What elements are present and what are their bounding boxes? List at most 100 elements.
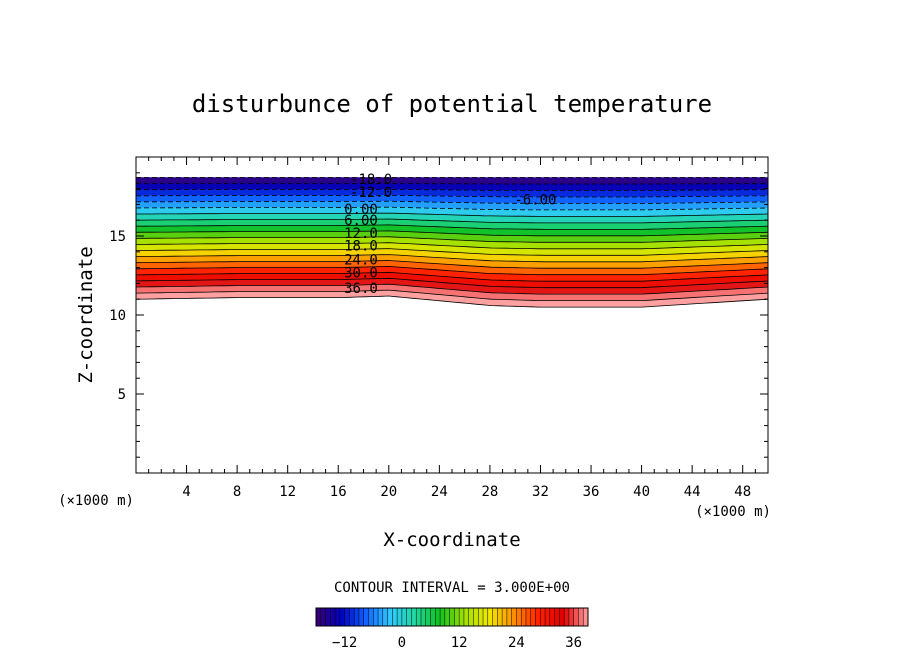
contour-label: 6.00	[344, 213, 378, 229]
contour-label: -12.0	[350, 185, 392, 201]
colorbar-swatch	[492, 608, 498, 626]
colorbar-swatch	[316, 608, 322, 626]
colorbar-swatch	[511, 608, 517, 626]
colorbar-swatch	[521, 608, 527, 626]
contour-label: -18.0	[350, 172, 392, 188]
colorbar-swatch	[430, 608, 436, 626]
colorbar-swatch	[335, 608, 341, 626]
colorbar-swatch	[325, 608, 331, 626]
colorbar-swatch	[583, 608, 589, 626]
colorbar-swatch	[397, 608, 403, 626]
colorbar-swatch	[344, 608, 350, 626]
colorbar-swatch	[506, 608, 512, 626]
contour-line	[136, 254, 768, 263]
colorbar-swatch	[478, 608, 484, 626]
contour-label: 18.0	[344, 238, 378, 254]
colorbar-swatch	[378, 608, 384, 626]
contour-band	[136, 177, 768, 185]
colorbar-swatch	[387, 608, 393, 626]
contour-line	[136, 189, 768, 191]
colorbar-swatch	[368, 608, 374, 626]
colorbar-swatch	[406, 608, 412, 626]
colorbar-swatch	[573, 608, 579, 626]
contour-line	[136, 236, 768, 243]
contour-labels: -18.0-12.0 -6.00 0.006.0012.018.024.030.03…	[344, 172, 556, 297]
colorbar-swatch	[349, 608, 355, 626]
colorbar-swatch	[525, 608, 532, 626]
colorbar-swatch	[487, 608, 493, 626]
contour-line	[136, 206, 768, 211]
colorbar-swatch	[416, 608, 422, 626]
colorbar-swatch	[420, 608, 427, 626]
y-axis-title: Z-coordinate	[75, 246, 97, 383]
colorbar-swatch	[502, 608, 508, 626]
colorbar-swatch	[339, 608, 345, 626]
contour-line	[136, 212, 768, 217]
colorbar: −12 0 12 24 36	[315, 607, 589, 651]
colorbar-swatch	[354, 608, 360, 626]
x-tick-label: 36	[583, 484, 600, 500]
x-tick-label: 48	[734, 484, 751, 500]
x-tick-label: 12	[279, 484, 296, 500]
contour-line	[136, 200, 768, 204]
colorbar-tick-label: 12	[451, 635, 468, 651]
colorbar-swatch	[483, 608, 489, 626]
colorbar-swatch	[549, 608, 555, 626]
colorbar-swatch	[373, 608, 379, 626]
colorbar-swatch	[545, 608, 551, 626]
colorbar-swatch	[459, 608, 465, 626]
contour-label: 0.00	[344, 202, 378, 218]
z-unit-label: (×1000 m)	[58, 493, 134, 509]
colorbar-swatch	[535, 608, 541, 626]
colorbar-swatch	[449, 608, 455, 626]
colorbar-swatch	[320, 608, 326, 626]
colorbar-swatch	[468, 608, 474, 626]
colorbar-swatch	[358, 608, 365, 626]
y-tick-label: 5	[118, 387, 126, 403]
colorbar-swatch	[540, 608, 546, 626]
colorbar-swatch	[516, 608, 522, 626]
contour-line	[136, 183, 768, 185]
x-axis-title: X-coordinate	[383, 529, 520, 551]
colorbar-swatch	[578, 608, 584, 626]
x-tick-label: 24	[431, 484, 448, 500]
contour-label: 12.0	[344, 226, 378, 242]
x-tick-label: 44	[684, 484, 701, 500]
colorbar-swatch	[401, 608, 407, 626]
x-tick-label: 8	[233, 484, 241, 500]
contour-line	[136, 242, 768, 250]
y-tick-label: 10	[109, 308, 126, 324]
y-tick-label: 15	[109, 229, 126, 245]
colorbar-swatch	[425, 608, 431, 626]
x-tick-label: 20	[380, 484, 397, 500]
colorbar-swatch	[392, 608, 398, 626]
contour-line	[136, 277, 768, 289]
x-unit-label: (×1000 m)	[695, 504, 771, 520]
contour-label: 30.0	[344, 265, 378, 281]
colorbar-swatch	[564, 608, 570, 626]
colorbar-swatch	[454, 608, 460, 626]
contour-interval-note: CONTOUR INTERVAL = 3.000E+00	[334, 580, 570, 596]
chart-title: disturbunce of potential temperature	[192, 90, 712, 118]
colorbar-swatch	[382, 608, 388, 626]
contour-line	[136, 265, 768, 276]
contour-line	[136, 283, 768, 295]
colorbar-swatch	[530, 608, 536, 626]
x-tick-label: 16	[330, 484, 347, 500]
colorbar-swatch	[435, 608, 441, 626]
contour-label: -6.00	[514, 193, 556, 209]
contour-line	[136, 260, 768, 269]
colorbar-swatch	[473, 608, 479, 626]
contour-line	[136, 289, 768, 301]
colorbar-swatch	[559, 608, 565, 626]
colorbar-swatch	[363, 608, 369, 626]
colorbar-swatch	[568, 608, 574, 626]
contour-line	[136, 224, 768, 230]
contour-lines	[136, 177, 768, 308]
colorbar-swatch	[411, 608, 417, 626]
colorbar-swatch	[463, 608, 469, 626]
colorbar-swatch	[330, 608, 336, 626]
colorbar-swatch	[554, 608, 560, 626]
